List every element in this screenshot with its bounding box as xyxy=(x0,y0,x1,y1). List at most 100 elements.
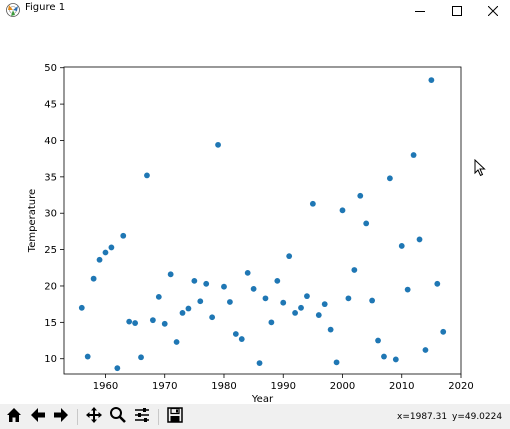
data-point xyxy=(315,312,322,318)
data-point xyxy=(203,280,210,287)
window-title: Figure 1 xyxy=(25,2,66,13)
data-point xyxy=(274,277,281,284)
data-point xyxy=(221,283,227,290)
matplotlib-logo-icon xyxy=(5,2,21,18)
data-point xyxy=(232,331,239,337)
data-point xyxy=(96,256,103,263)
forward-button[interactable] xyxy=(51,407,71,427)
y-tick-label: 45 xyxy=(44,100,57,111)
data-point xyxy=(327,326,334,333)
data-point xyxy=(114,365,121,372)
data-point xyxy=(78,304,85,311)
configure-subplots-button[interactable] xyxy=(132,407,152,427)
toolbar-separator xyxy=(158,409,159,425)
scatter-chart: 1960 1970 1980 1990 2000 2010 2020 10 15 20 25 30 35… xyxy=(27,63,474,405)
minimize-icon xyxy=(415,1,425,20)
data-point xyxy=(381,353,387,360)
data-point xyxy=(292,309,298,316)
data-point xyxy=(363,220,370,227)
data-point xyxy=(120,232,127,239)
y-axis-label: Temperature xyxy=(27,189,38,253)
close-icon xyxy=(487,1,499,20)
data-point xyxy=(345,295,352,302)
data-point xyxy=(386,175,393,182)
zoom-button[interactable] xyxy=(108,407,128,427)
data-point xyxy=(304,293,310,300)
pan-icon xyxy=(85,406,103,428)
data-point xyxy=(321,301,328,308)
data-point xyxy=(155,293,162,300)
minimize-button[interactable] xyxy=(405,0,435,20)
configure-subplots-icon xyxy=(133,406,151,428)
data-point xyxy=(132,320,139,326)
y-tick-label: 40 xyxy=(44,136,57,147)
data-point xyxy=(102,249,109,256)
data-point xyxy=(144,172,150,179)
data-point xyxy=(422,347,429,353)
maximize-icon xyxy=(452,1,462,20)
data-point xyxy=(309,200,316,207)
data-point xyxy=(215,141,221,148)
data-point xyxy=(392,356,399,363)
x-axis-label: Year xyxy=(251,394,274,404)
data-point xyxy=(357,192,364,199)
y-tick-label: 25 xyxy=(44,245,57,256)
x-tick-label: 1980 xyxy=(211,381,236,392)
maximize-button[interactable] xyxy=(442,0,472,20)
data-point xyxy=(209,314,216,321)
data-point xyxy=(238,336,245,342)
data-point xyxy=(161,320,168,327)
data-point xyxy=(179,309,186,316)
data-point xyxy=(339,207,346,214)
data-point xyxy=(280,299,287,306)
figure-canvas[interactable]: 1960 1970 1980 1990 2000 2010 2020 10 15 20 25 30 35… xyxy=(0,20,510,405)
pan-button[interactable] xyxy=(84,407,104,427)
y-tick-label: 30 xyxy=(44,209,57,220)
data-point xyxy=(398,243,405,249)
back-icon xyxy=(29,406,47,428)
data-point xyxy=(333,359,340,366)
data-point xyxy=(268,319,275,326)
home-button[interactable] xyxy=(4,407,24,427)
title-bar: Figure 1 xyxy=(0,0,510,20)
x-tick-label: 1970 xyxy=(152,381,177,392)
data-point xyxy=(149,317,156,324)
save-icon xyxy=(166,406,184,428)
x-tick-label: 2000 xyxy=(330,381,355,392)
cursor-x-readout: x=1987.31 xyxy=(397,412,448,422)
data-point xyxy=(256,360,263,366)
data-point xyxy=(126,318,133,325)
data-point xyxy=(428,77,435,83)
data-point xyxy=(298,304,304,311)
data-point xyxy=(440,328,447,335)
data-point xyxy=(404,286,411,293)
cursor-y-readout: y=49.0224 xyxy=(452,412,503,422)
data-point xyxy=(191,277,198,284)
close-button[interactable] xyxy=(478,0,508,20)
y-tick-label: 20 xyxy=(44,281,57,292)
data-point xyxy=(138,354,144,361)
navigation-toolbar: x=1987.31 y=49.0224 xyxy=(0,404,510,429)
data-point xyxy=(262,295,269,302)
data-point xyxy=(410,152,417,158)
save-button[interactable] xyxy=(165,407,185,427)
data-point xyxy=(108,244,115,251)
data-point xyxy=(227,299,233,305)
data-point xyxy=(197,298,204,305)
data-point xyxy=(185,305,192,312)
y-tick-label: 15 xyxy=(44,318,57,329)
home-icon xyxy=(5,406,23,428)
data-point xyxy=(416,236,423,243)
toolbar-separator xyxy=(77,409,78,425)
data-point xyxy=(375,337,381,344)
x-tick-label: 1960 xyxy=(93,381,118,392)
data-point xyxy=(351,267,358,273)
y-tick-label: 50 xyxy=(44,63,57,74)
data-point xyxy=(173,339,180,345)
back-button[interactable] xyxy=(28,407,48,427)
data-point xyxy=(167,271,174,278)
data-point xyxy=(250,285,257,292)
axes-frame xyxy=(63,66,462,375)
data-point xyxy=(369,297,376,304)
plot-area: 1960 1970 1980 1990 2000 2010 2020 10 15 20 25 30 35… xyxy=(27,63,474,405)
